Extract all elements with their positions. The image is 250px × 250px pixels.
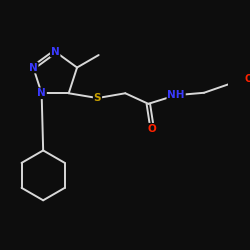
Text: N: N bbox=[29, 62, 38, 72]
Text: N: N bbox=[51, 46, 59, 56]
Text: O: O bbox=[245, 74, 250, 84]
Text: S: S bbox=[94, 93, 101, 103]
Text: NH: NH bbox=[168, 90, 185, 100]
Text: N: N bbox=[37, 88, 46, 98]
Text: O: O bbox=[148, 124, 156, 134]
